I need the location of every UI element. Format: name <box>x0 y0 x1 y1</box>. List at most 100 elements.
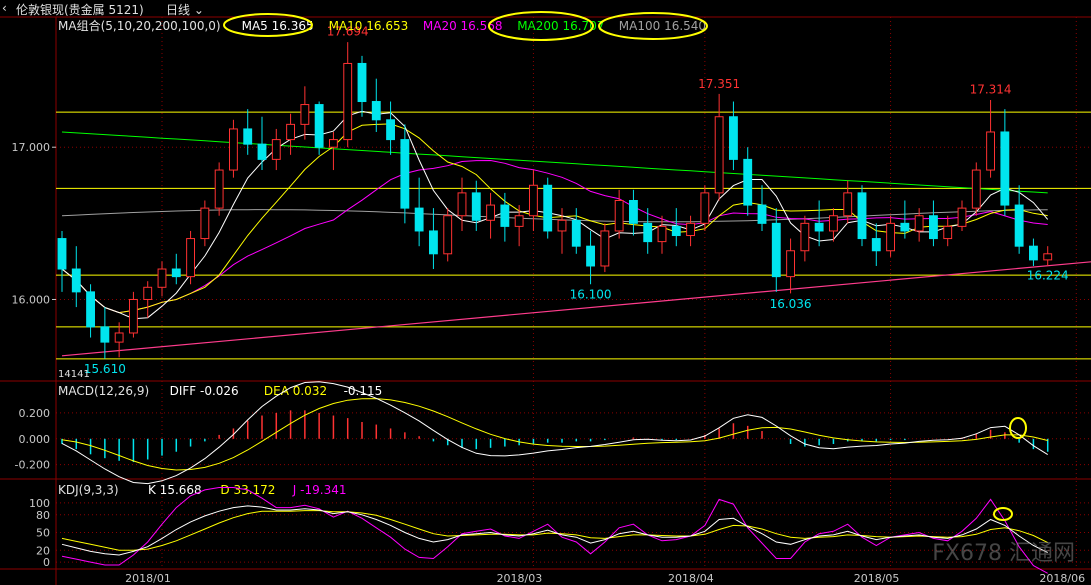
candle-body <box>214 169 224 209</box>
candle-body <box>757 204 767 224</box>
macd-legend-title: MACD(12,26,9) <box>58 384 149 398</box>
candle-body <box>700 192 710 224</box>
period-selector[interactable]: 日线 ⌄ <box>166 1 204 18</box>
candle-body <box>843 192 853 217</box>
price-tick-label: 17.000 <box>12 141 51 154</box>
candle-body <box>986 131 996 171</box>
candle-body <box>314 104 324 148</box>
candle-body <box>129 298 138 334</box>
candle-body <box>957 207 967 227</box>
candle-body <box>357 62 367 103</box>
candle-body <box>157 268 167 288</box>
candle-body <box>914 215 924 232</box>
macd-dea-line <box>61 398 1048 471</box>
candle-body <box>857 192 867 240</box>
candle-body <box>257 143 267 160</box>
candle-body <box>414 207 424 232</box>
kdj-tick-label: 100 <box>29 497 50 510</box>
candle-body <box>714 116 724 194</box>
kdj-legend-title: KDJ(9,3,3) <box>58 483 119 497</box>
candle-body <box>743 158 753 206</box>
back-arrow-icon[interactable]: ‹ <box>2 1 7 15</box>
instrument-title: 伦敦银现(贵金属 5121) <box>16 3 144 17</box>
macd-legend-item: DIFF -0.026 <box>170 384 239 398</box>
candle-body <box>529 184 538 217</box>
time-tick-label: 2018/06 <box>1039 572 1085 585</box>
candle-body <box>271 139 281 160</box>
price-annotation-label: 17.694 <box>327 25 369 39</box>
candle-body <box>100 326 110 343</box>
ma10-line <box>61 123 1048 314</box>
kdj-tick-label: 20 <box>36 544 50 557</box>
kdj-tick-label: 0 <box>43 556 50 569</box>
candle-body <box>671 225 681 237</box>
candle-body <box>586 245 596 267</box>
candle-body <box>86 291 96 328</box>
kdj-k-line <box>61 505 1048 556</box>
candle-body <box>800 222 810 252</box>
ma100-line <box>61 209 1048 223</box>
ma200-line <box>61 131 1048 194</box>
candle-body <box>143 286 153 300</box>
candle-body <box>629 200 638 224</box>
candle-body <box>329 139 338 148</box>
candle-body <box>643 222 653 243</box>
level-label: 14141 <box>58 369 90 380</box>
candle-body <box>900 222 910 232</box>
candle-body <box>543 184 553 232</box>
highlight-ellipse-ma5 <box>223 13 313 37</box>
candle-body <box>771 222 781 278</box>
time-tick-label: 2018/03 <box>497 572 543 585</box>
price-tick-label: 16.000 <box>12 293 51 306</box>
candle-body <box>186 238 195 278</box>
time-tick-label: 2018/05 <box>854 572 900 585</box>
candle-body <box>200 207 210 240</box>
kdj-legend-item: K 15.668 <box>148 483 202 497</box>
time-tick-label: 2018/01 <box>125 572 171 585</box>
ma20-line <box>61 159 1048 314</box>
kdj-tick-label: 80 <box>36 509 50 522</box>
candle-body <box>514 215 524 227</box>
candle-body <box>57 238 67 270</box>
candle-body <box>600 230 610 267</box>
kdj-d-line <box>61 510 1048 551</box>
candle-body <box>429 230 438 255</box>
period-label: 日线 <box>166 3 191 17</box>
ma-legend-item: MA10 16.653 <box>329 19 409 33</box>
highlight-ellipse-macd <box>1009 417 1027 439</box>
candle-body <box>1014 204 1024 247</box>
price-annotation-label: 16.224 <box>1027 268 1069 282</box>
macd-diff-line <box>61 381 1048 485</box>
ma5-line <box>61 110 1049 320</box>
candle-body <box>300 104 310 125</box>
candle-body <box>829 215 838 232</box>
candle-body <box>114 332 124 343</box>
highlight-ellipse-ma100 <box>598 12 708 40</box>
candle-body <box>943 225 953 240</box>
chevron-down-icon: ⌄ <box>190 3 204 17</box>
ma-legend-item: MA5 16.365 <box>242 19 314 33</box>
price-annotation-label: 15.610 <box>84 362 126 376</box>
candle-body <box>243 128 253 145</box>
price-annotation-label: 17.314 <box>970 82 1012 96</box>
candle-body <box>386 119 395 141</box>
price-annotation-label: 16.100 <box>570 287 612 301</box>
candle-body <box>786 250 796 278</box>
macd-tick-label: -0.200 <box>15 459 50 472</box>
candle-body <box>471 192 481 221</box>
candle-body <box>343 62 353 141</box>
candle-body <box>871 238 881 252</box>
kdj-tick-label: 50 <box>36 527 50 540</box>
time-tick-label: 2018/04 <box>668 572 714 585</box>
candle-body <box>557 219 567 232</box>
macd-tick-label: 0.200 <box>19 407 51 420</box>
highlight-ellipse-kdj <box>993 507 1013 521</box>
candle-body <box>614 200 624 232</box>
watermark-logo: FX678 汇通网 <box>932 541 1075 566</box>
candle-body <box>400 139 410 209</box>
price-annotation-label: 17.351 <box>698 77 740 91</box>
candle-body <box>500 204 510 227</box>
candle-body <box>229 128 238 171</box>
candle-body <box>371 101 381 121</box>
